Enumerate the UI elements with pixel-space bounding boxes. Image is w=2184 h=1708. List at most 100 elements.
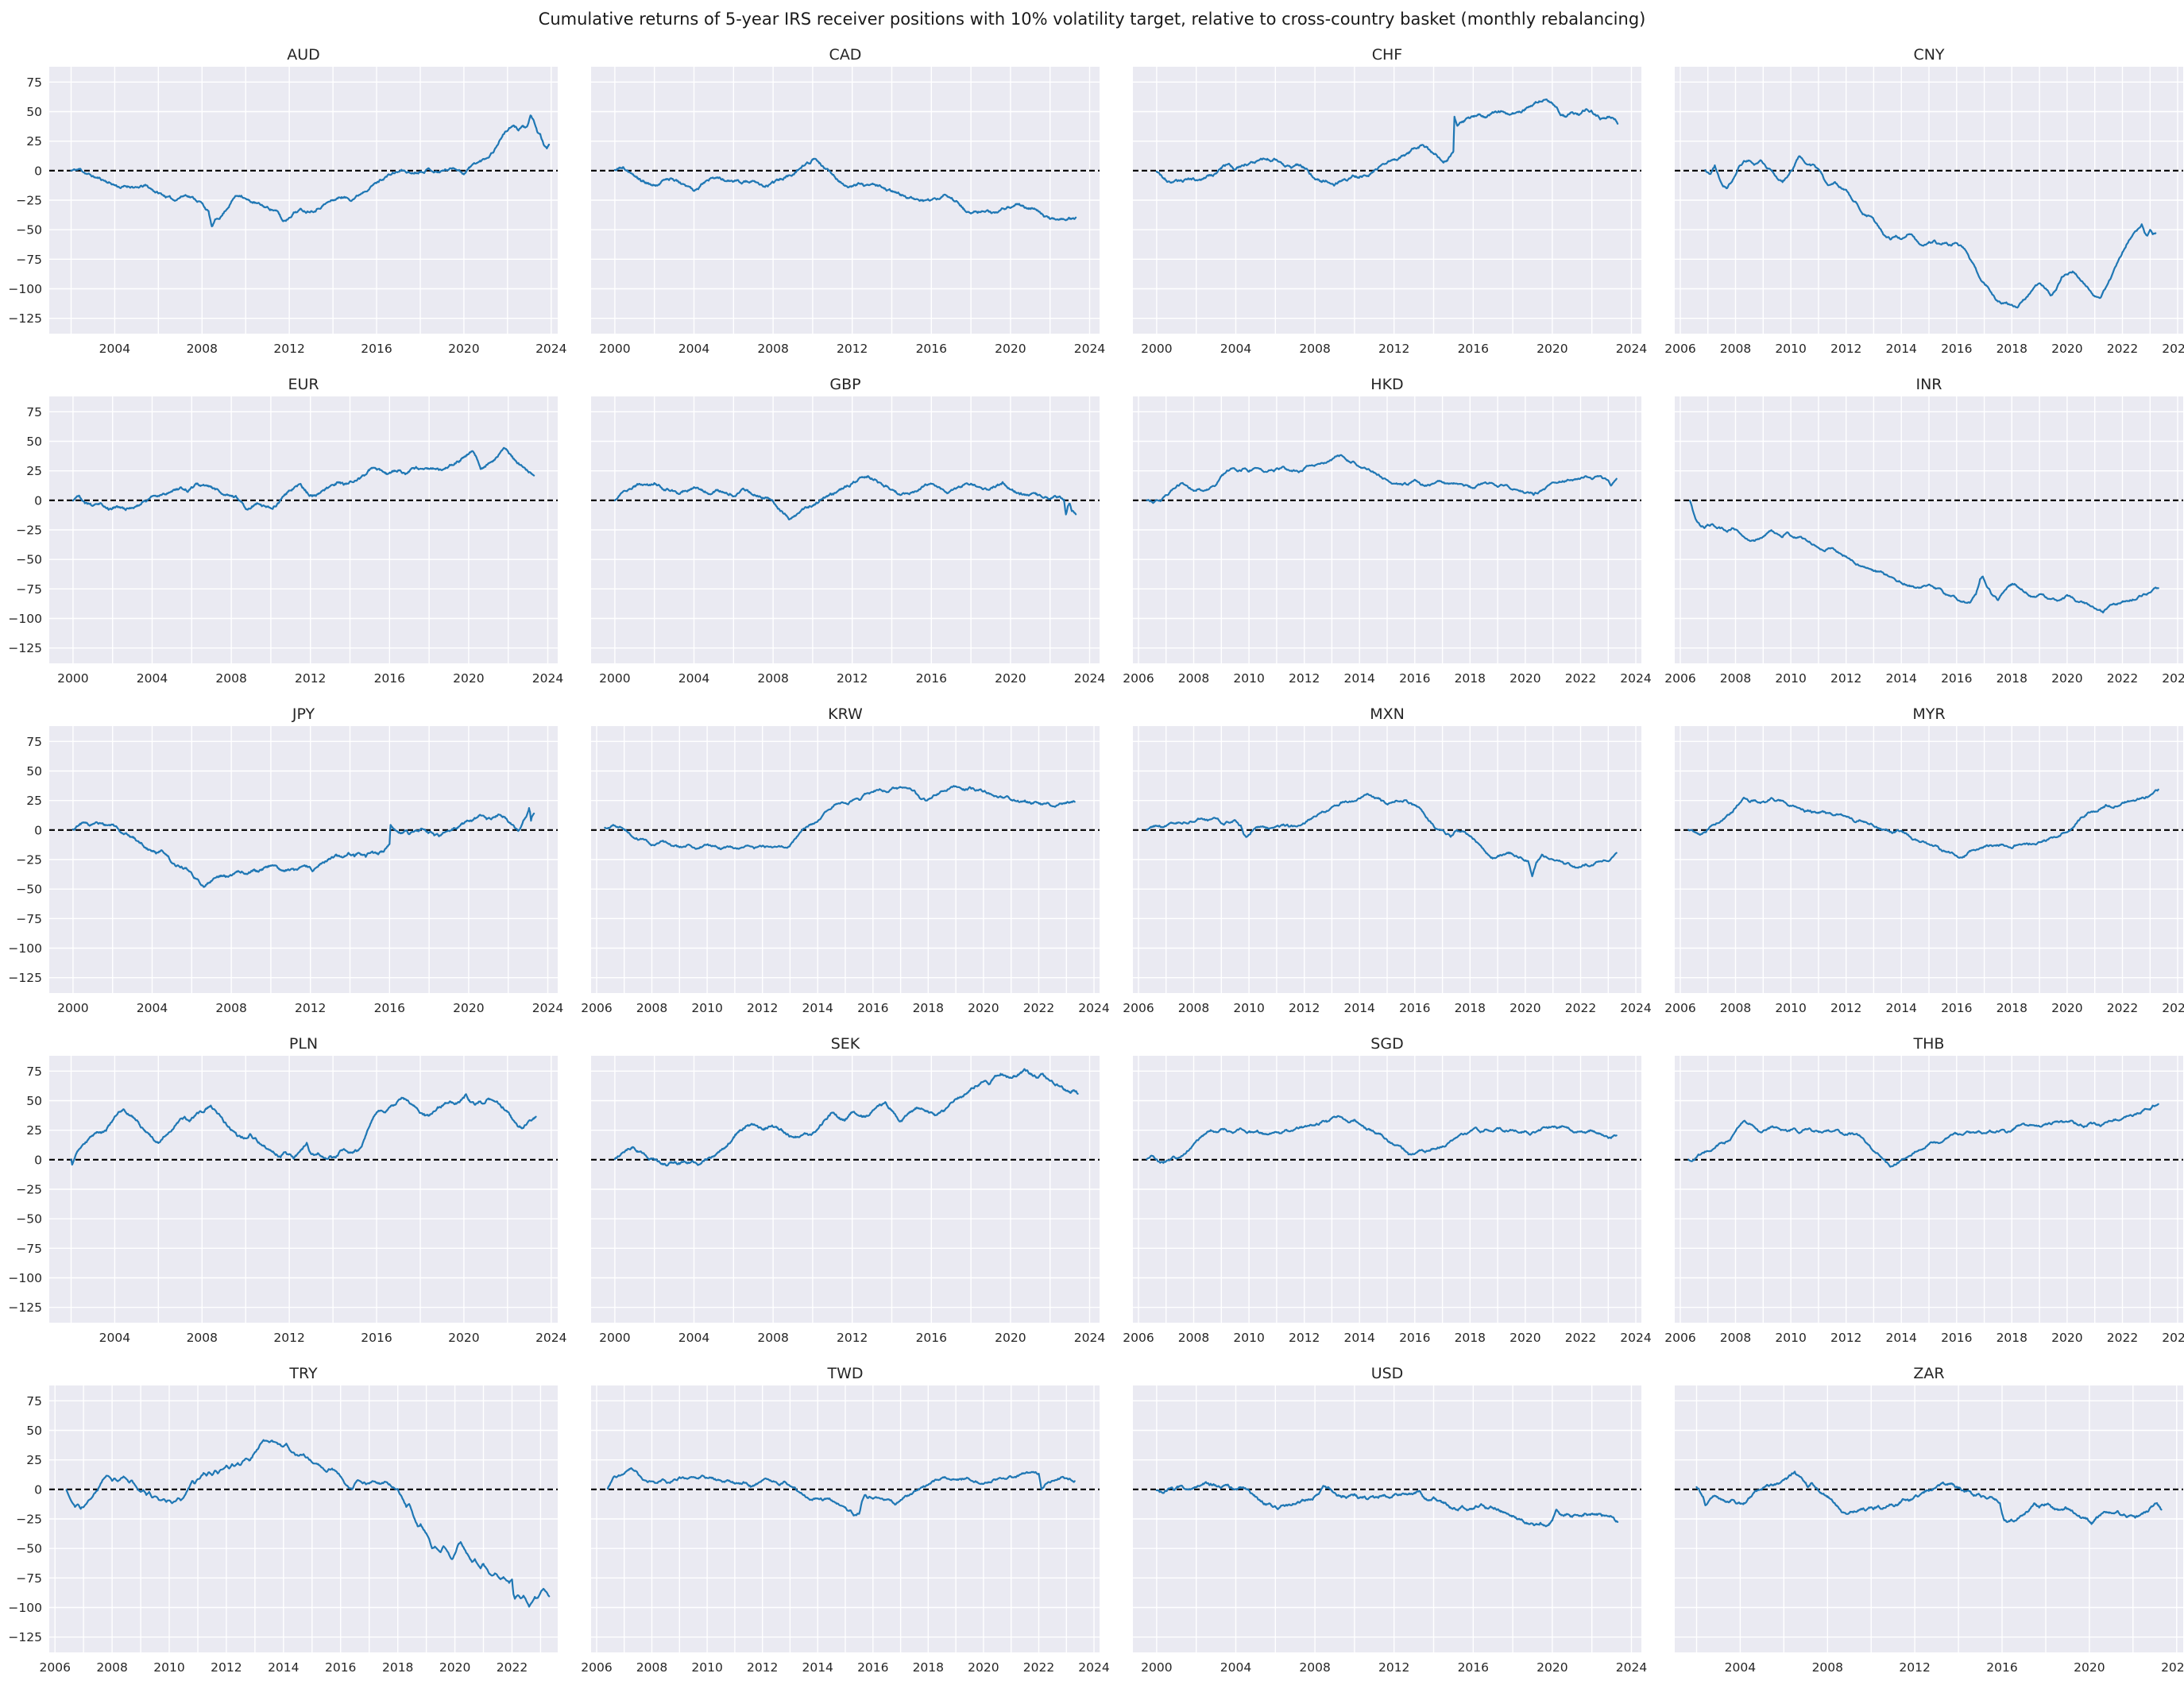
y-tick-label: −125: [8, 1630, 42, 1644]
plot-area-KRW: 2006 2008 2010 2012 2014 2016 2018 2020 2022 2024: [581, 726, 1110, 1015]
subplot-TRY: TRY 2006 2008 2010 2012 2014 2016 2018 2020 2022 7…: [8, 1365, 558, 1678]
y-tick-label: −100: [8, 612, 42, 626]
plot-area-THB: 2006 2008 2010 2012 2014 2016 2018 2020 2022 2024: [1664, 1056, 2184, 1345]
y-tick-label: −25: [16, 853, 42, 868]
x-tick-label: 2014: [1885, 342, 1916, 356]
subplot-title-MYR: MYR: [1912, 705, 1946, 723]
x-tick-label: 2022: [2107, 1331, 2138, 1345]
x-tick-label: 2012: [837, 671, 868, 686]
x-tick-label: 2014: [268, 1660, 299, 1675]
x-tick-label: 2010: [691, 1660, 722, 1675]
x-tick-label: 2010: [153, 1660, 184, 1675]
x-tick-label: 2020: [1537, 342, 1567, 356]
x-tick-label: 2016: [857, 1660, 888, 1675]
figure-title: Cumulative returns of 5-year IRS receive…: [538, 10, 1646, 29]
x-tick-label: 2016: [361, 1331, 392, 1345]
x-tick-label: 2016: [1941, 671, 1972, 686]
charts-grid: AUD 2004 2008 2012 2016 2020 2024 75 50 25 0 −25 −50…: [8, 46, 2184, 1678]
x-tick-label: 2020: [448, 342, 479, 356]
subplot-title-EUR: EUR: [288, 376, 319, 393]
subplot-title-AUD: AUD: [287, 46, 320, 64]
subplot-title-CNY: CNY: [1913, 46, 1945, 64]
subplot-title-SEK: SEK: [830, 1035, 860, 1053]
x-tick-label: 2018: [1455, 1331, 1486, 1345]
x-tick-label: 2022: [497, 1660, 528, 1675]
x-tick-label: 2010: [1233, 1331, 1264, 1345]
subplot-title-JPY: JPY: [292, 705, 315, 723]
x-tick-label: 2018: [1997, 1001, 2027, 1015]
x-tick-label: 2018: [1997, 1331, 2027, 1345]
plot-area-MYR: 2006 2008 2010 2012 2014 2016 2018 2020 2022 2024: [1664, 726, 2184, 1015]
x-tick-label: 2000: [1141, 342, 1172, 356]
subplot-title-CAD: CAD: [829, 46, 862, 64]
subplot-SEK: SEK 2000 2004 2008 2012 2016 2020 2024: [591, 1035, 1105, 1348]
x-tick-label: 2014: [1343, 671, 1374, 686]
x-tick-label: 2010: [1775, 1331, 1806, 1345]
x-tick-label: 2014: [1343, 1331, 1374, 1345]
x-tick-label: 2020: [1509, 1001, 1540, 1015]
x-tick-label: 2012: [295, 671, 326, 686]
x-tick-label: 2020: [995, 342, 1026, 356]
plot-area-SGD: 2006 2008 2010 2012 2014 2016 2018 2020 2022 2024: [1123, 1056, 1652, 1345]
x-tick-label: 2010: [1775, 671, 1806, 686]
x-tick-label: 2020: [2051, 1331, 2082, 1345]
plot-area-JPY: 2000 2004 2008 2012 2016 2020 2024 75 50 25 0 −25 −5…: [8, 726, 563, 1015]
x-tick-label: 2012: [1830, 1001, 1861, 1015]
y-tick-label: −100: [8, 1271, 42, 1285]
plot-area-CNY: 2006 2008 2010 2012 2014 2016 2018 2020 2022 2024: [1664, 67, 2184, 356]
x-tick-label: 2024: [2162, 342, 2184, 356]
x-tick-label: 2024: [2162, 1001, 2184, 1015]
x-tick-label: 2024: [1074, 342, 1105, 356]
x-tick-label: 2024: [2161, 1660, 2184, 1675]
x-tick-label: 2012: [747, 1660, 778, 1675]
x-tick-label: 2020: [453, 1001, 484, 1015]
plot-area-INR: 2006 2008 2010 2012 2014 2016 2018 2020 2022 2024: [1664, 396, 2184, 686]
x-tick-label: 2018: [1455, 1001, 1486, 1015]
x-tick-label: 2000: [599, 1331, 630, 1345]
x-tick-label: 2016: [361, 342, 392, 356]
x-tick-label: 2006: [1123, 671, 1154, 686]
y-tick-label: −50: [16, 1542, 42, 1556]
series-line-EUR: [72, 446, 535, 512]
x-tick-label: 2006: [1664, 671, 1695, 686]
x-tick-label: 2020: [453, 671, 484, 686]
x-tick-label: 2022: [1565, 1001, 1596, 1015]
y-tick-label: 75: [26, 75, 42, 90]
x-tick-label: 2016: [374, 1001, 405, 1015]
series-line-CNY: [1704, 155, 2157, 309]
x-tick-label: 2004: [99, 1331, 130, 1345]
x-tick-label: 2004: [99, 342, 130, 356]
x-tick-label: 2012: [273, 342, 304, 356]
x-tick-label: 2000: [599, 342, 630, 356]
x-tick-label: 2004: [678, 342, 709, 356]
x-tick-label: 2022: [1023, 1001, 1054, 1015]
x-tick-label: 2000: [57, 1001, 88, 1015]
y-tick-label: 75: [26, 405, 42, 419]
x-tick-label: 2022: [1023, 1660, 1054, 1675]
x-tick-label: 2008: [757, 1331, 788, 1345]
x-tick-label: 2022: [2107, 342, 2138, 356]
x-tick-label: 2008: [1720, 1001, 1751, 1015]
x-tick-label: 2008: [96, 1660, 127, 1675]
x-tick-label: 2014: [1885, 1331, 1916, 1345]
y-tick-label: 25: [26, 134, 42, 149]
series-line-CAD: [613, 157, 1077, 222]
series-line-ZAR: [1695, 1470, 2163, 1525]
series-line-SEK: [613, 1068, 1079, 1167]
series-line-CHF: [1155, 99, 1619, 187]
x-tick-label: 2006: [1664, 342, 1695, 356]
plot-area-MXN: 2006 2008 2010 2012 2014 2016 2018 2020 2022 2024: [1123, 726, 1652, 1015]
x-tick-label: 2024: [532, 671, 563, 686]
series-line-SGD: [1146, 1115, 1618, 1164]
subplot-GBP: GBP 2000 2004 2008 2012 2016 2020 2024: [591, 376, 1105, 689]
x-tick-label: 2022: [2107, 1001, 2138, 1015]
x-tick-label: 2016: [374, 671, 405, 686]
x-tick-label: 2006: [581, 1001, 612, 1015]
x-tick-label: 2004: [678, 671, 709, 686]
x-tick-label: 2024: [2162, 1331, 2184, 1345]
subplot-title-TWD: TWD: [827, 1365, 864, 1382]
x-tick-label: 2012: [1378, 342, 1409, 356]
x-tick-label: 2008: [1178, 1331, 1209, 1345]
series-line-THB: [1687, 1103, 2159, 1168]
x-tick-label: 2024: [1074, 1331, 1105, 1345]
